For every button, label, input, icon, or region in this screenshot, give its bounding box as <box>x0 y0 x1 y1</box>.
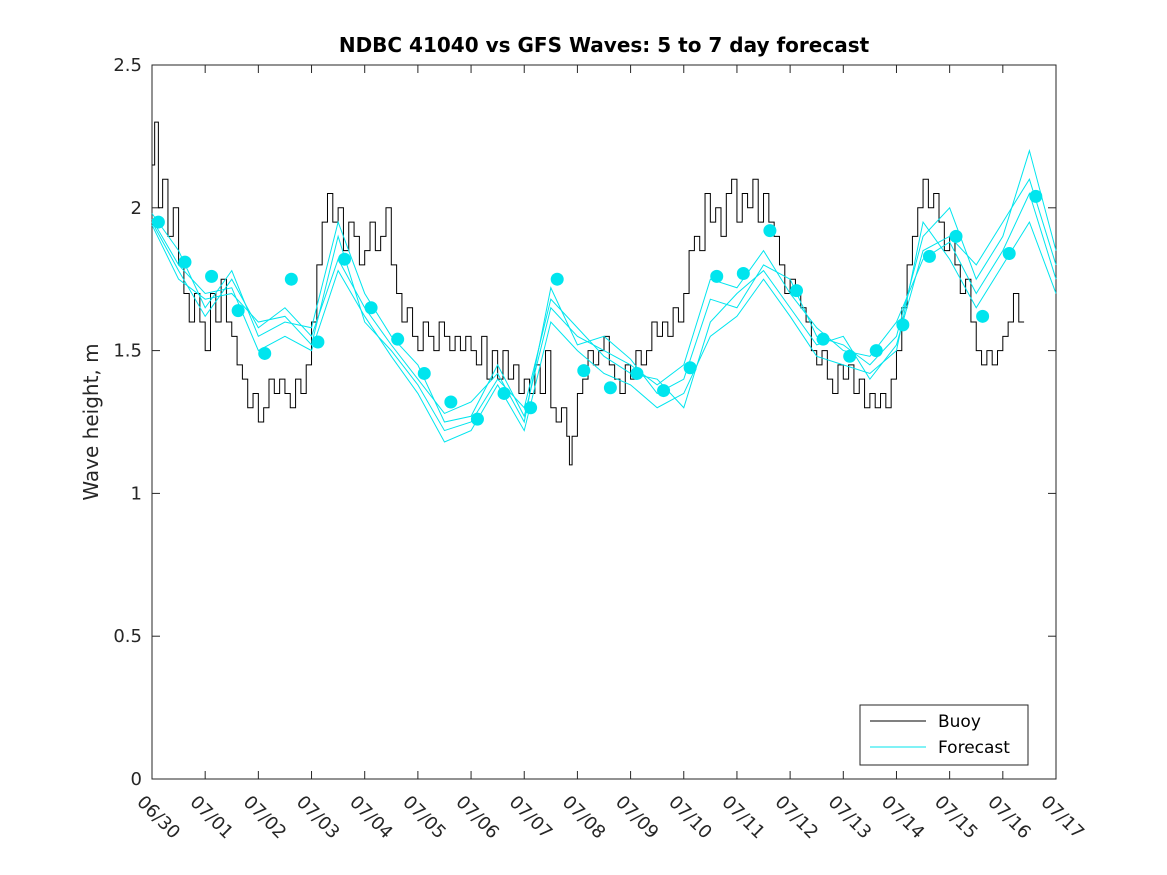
forecast-point <box>391 332 405 346</box>
x-tick-label: 07/05 <box>398 792 450 844</box>
forecast-point <box>763 224 777 238</box>
forecast-point <box>710 269 724 283</box>
forecast-point <box>603 381 617 395</box>
forecast-point <box>869 344 883 358</box>
forecast-point <box>444 395 458 409</box>
forecast-point <box>577 364 591 378</box>
x-tick-label: 06/30 <box>132 792 184 844</box>
x-tick-label: 07/10 <box>664 792 716 844</box>
forecast-line <box>151 178 1057 432</box>
forecast-point <box>843 349 857 363</box>
forecast-point <box>976 309 990 323</box>
legend-buoy-label: Buoy <box>938 712 981 732</box>
forecast-point <box>896 318 910 332</box>
x-tick-label: 07/16 <box>983 792 1035 844</box>
chart-title: NDBC 41040 vs GFS Waves: 5 to 7 day fore… <box>339 33 870 57</box>
y-tick-label: 0 <box>131 769 142 790</box>
forecast-point <box>151 215 165 229</box>
x-tick-label: 07/11 <box>717 792 769 844</box>
forecast-line <box>151 218 1057 443</box>
forecast-point <box>284 272 298 286</box>
x-tick-label: 07/07 <box>505 792 557 844</box>
forecast-point <box>1002 246 1016 260</box>
forecast-point <box>364 301 378 315</box>
y-tick-label: 2 <box>131 198 142 219</box>
forecast-point <box>497 386 511 400</box>
y-axis: 0 0.5 1 1.5 2 2.5 <box>113 55 1056 790</box>
forecast-point <box>683 361 697 375</box>
x-tick-label: 07/03 <box>292 792 344 844</box>
x-tick-label: 07/04 <box>345 792 397 844</box>
x-tick-label: 07/15 <box>930 792 982 844</box>
buoy-line <box>152 121 1025 466</box>
forecast-point <box>789 284 803 298</box>
forecast-point <box>231 304 245 318</box>
forecast-point <box>1029 189 1043 203</box>
forecast-point <box>417 366 431 380</box>
x-tick-label: 07/13 <box>824 792 876 844</box>
forecast-point <box>657 384 671 398</box>
x-tick-label: 07/09 <box>611 792 663 844</box>
x-tick-label: 07/14 <box>877 792 929 844</box>
y-tick-label: 1.5 <box>113 341 142 362</box>
forecast-point <box>922 249 936 263</box>
y-tick-label: 1 <box>131 483 142 504</box>
y-tick-label: 2.5 <box>113 55 142 76</box>
forecast-point <box>470 412 484 426</box>
x-tick-label: 07/08 <box>558 792 610 844</box>
legend-forecast-label: Forecast <box>938 738 1010 758</box>
forecast-point <box>550 272 564 286</box>
legend: Buoy Forecast <box>859 704 1029 766</box>
forecast-point <box>816 332 830 346</box>
forecast-point <box>949 229 963 243</box>
plot-area <box>151 64 1057 780</box>
x-tick-label: 07/06 <box>452 792 504 844</box>
series-forecast <box>151 148 1057 443</box>
forecast-point <box>524 401 538 415</box>
forecast-point <box>630 366 644 380</box>
forecast-point <box>205 269 219 283</box>
x-tick-label: 07/01 <box>186 792 238 844</box>
forecast-point <box>337 252 351 266</box>
y-tick-label: 0.5 <box>113 626 142 647</box>
forecast-point <box>178 255 192 269</box>
y-axis-label: Wave height, m <box>79 343 103 500</box>
x-tick-label: 07/12 <box>771 792 823 844</box>
forecast-point <box>311 335 325 349</box>
series-buoy <box>152 121 1025 466</box>
x-tick-label: 07/17 <box>1036 792 1088 844</box>
forecast-point <box>736 266 750 280</box>
forecast-point <box>258 346 272 360</box>
forecast-line <box>151 148 1057 424</box>
x-tick-label: 07/02 <box>239 792 291 844</box>
legend-box <box>859 704 1029 766</box>
